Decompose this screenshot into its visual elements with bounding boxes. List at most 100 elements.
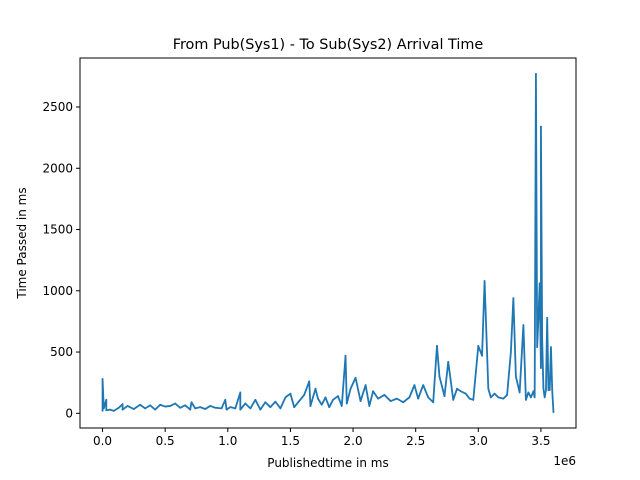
data-point: [284, 396, 287, 399]
data-point: [509, 351, 512, 353]
data-point: [102, 407, 105, 410]
data-point: [174, 402, 177, 405]
data-point: [308, 380, 311, 383]
data-point: [249, 407, 252, 410]
data-point: [506, 394, 509, 396]
data-point: [101, 378, 104, 380]
plot-area: [80, 58, 576, 428]
data-point: [402, 401, 405, 404]
data-point: [522, 324, 525, 326]
data-point: [456, 387, 458, 390]
data-point: [533, 396, 536, 399]
data-point: [220, 407, 223, 410]
data-point: [209, 405, 212, 407]
data-point: [293, 406, 296, 409]
y-tick-label: 2500: [42, 100, 73, 114]
data-point: [359, 400, 362, 402]
data-point: [126, 405, 129, 407]
data-point: [551, 389, 554, 391]
data-point: [314, 387, 317, 390]
x-tick-label: 1.0: [218, 434, 237, 448]
data-point: [530, 396, 532, 399]
data-point: [542, 387, 545, 390]
data-point: [117, 406, 120, 409]
data-point: [443, 395, 446, 398]
x-tick-label: 0.5: [156, 434, 175, 448]
data-point: [464, 392, 467, 395]
data-point: [309, 405, 312, 407]
data-point: [497, 396, 500, 399]
data-point: [239, 391, 242, 394]
data-point: [417, 397, 420, 400]
series-layer: [101, 73, 555, 413]
data-point: [512, 297, 515, 300]
x-tick-label: 3.5: [531, 434, 550, 448]
data-point: [298, 400, 301, 402]
data-point: [537, 316, 540, 319]
plot-frame: [79, 57, 577, 429]
data-point: [459, 390, 462, 393]
data-point: [527, 391, 530, 394]
x-axis-ticks: 0.0 0.5 1.0 1.5 2.0 2.5 3.0 3.5: [93, 428, 550, 448]
data-point: [540, 367, 542, 369]
data-point: [481, 354, 483, 357]
data-point: [389, 400, 392, 402]
data-point: [317, 397, 319, 400]
data-point: [149, 404, 152, 407]
data-point: [164, 405, 167, 408]
data-point: [244, 402, 247, 405]
y-tick-label: 2000: [42, 161, 73, 175]
data-point: [274, 400, 277, 403]
y-tick-label: 500: [50, 345, 73, 359]
data-point: [438, 375, 441, 378]
data-point: [518, 391, 521, 394]
data-point: [169, 405, 172, 407]
data-point: [408, 396, 411, 399]
y-axis-ticks: 0 500 1000 1500 2000 2500: [42, 100, 80, 420]
data-point: [468, 397, 471, 400]
x-tick-label: 1.5: [281, 434, 300, 448]
data-point: [229, 406, 232, 409]
data-point: [538, 282, 541, 285]
data-point: [368, 405, 371, 407]
data-point: [254, 398, 257, 401]
data-point: [214, 406, 217, 409]
data-point: [354, 376, 357, 379]
data-point: [413, 384, 416, 387]
data-point: [225, 408, 228, 411]
data-point: [532, 390, 535, 393]
data-point: [239, 408, 242, 411]
data-point: [487, 387, 490, 390]
data-point: [189, 408, 192, 411]
data-point: [303, 394, 306, 396]
y-tick-label: 1000: [42, 284, 73, 298]
data-point: [377, 397, 379, 400]
data-point: [452, 398, 455, 401]
data-point: [320, 403, 323, 406]
data-point: [340, 405, 343, 407]
data-point: [264, 401, 267, 404]
data-point: [436, 345, 438, 347]
data-point: [132, 408, 135, 410]
data-point: [194, 407, 197, 410]
data-point: [550, 346, 552, 349]
data-point: [139, 403, 142, 406]
data-point: [259, 408, 262, 411]
x-tick-label: 2.5: [406, 434, 425, 448]
data-point: [234, 407, 237, 410]
y-tick-label: 1500: [42, 223, 73, 237]
data-point: [525, 398, 527, 401]
x-tick-label: 0.0: [93, 434, 112, 448]
chart-title: From Pub(Sys1) - To Sub(Sys2) Arrival Ti…: [173, 37, 484, 53]
data-point: [279, 407, 282, 410]
data-point: [349, 387, 352, 390]
data-point: [432, 401, 435, 404]
x-axis-label: Publishedtime in ms: [267, 456, 388, 470]
data-point: [552, 411, 555, 413]
data-point: [422, 384, 425, 387]
x-axis-offset-label: 1e6: [553, 454, 576, 468]
data-point: [489, 396, 492, 399]
x-tick-label: 2.0: [344, 434, 363, 448]
